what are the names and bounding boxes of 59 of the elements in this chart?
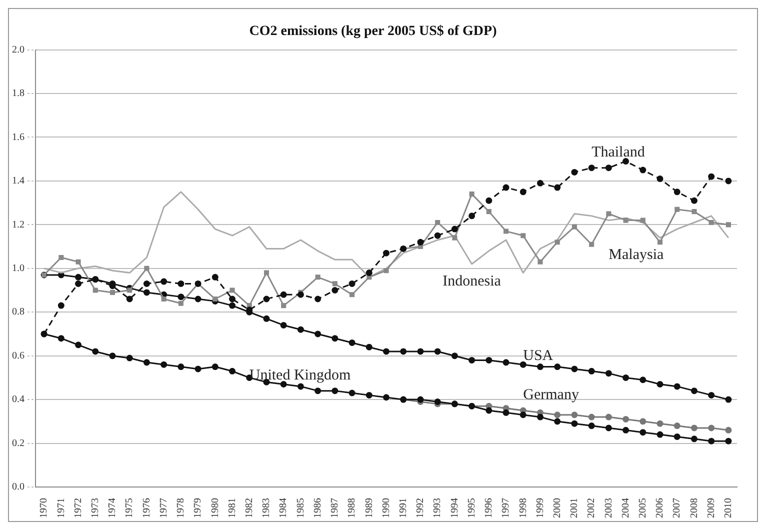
x-tick-label: 1979 (192, 498, 204, 518)
series-label: Malaysia (608, 247, 664, 264)
x-tick-label: 1996 (484, 498, 495, 518)
x-tick-label: 1985 (295, 498, 306, 518)
x-tick-label: 1970 (38, 498, 50, 518)
x-tick-label: 2006 (654, 498, 666, 518)
y-tick-label: 1.6 (12, 132, 24, 143)
y-tick-label: 0.4 (12, 394, 24, 406)
chart-title: CO2 emissions (kg per 2005 US$ of GDP) (249, 24, 498, 40)
x-tick-label: 2008 (688, 498, 700, 518)
x-tick-label: 1981 (226, 498, 238, 518)
x-tick-label: 2010 (723, 498, 734, 518)
x-tick-label: 1980 (210, 498, 221, 518)
x-tick-label: 1991 (398, 498, 409, 518)
x-tick-label: 1975 (124, 498, 136, 518)
y-tick-label: 0.8 (12, 306, 24, 318)
x-tick-label: 1976 (141, 498, 152, 518)
x-tick-label: 2009 (706, 498, 717, 518)
x-tick-label: 1997 (500, 498, 512, 518)
x-tick-label: 1978 (176, 498, 187, 518)
series-label: Indonesia (442, 273, 502, 290)
y-tick-label: 2.0 (12, 44, 24, 56)
x-tick-label: 1982 (244, 498, 255, 518)
x-tick-label: 2005 (638, 498, 649, 518)
y-tick-label: 0.0 (12, 482, 24, 493)
series-label: United Kingdom (249, 367, 351, 384)
series-label: Germany (523, 387, 580, 404)
x-tick-label: 2001 (569, 498, 580, 518)
x-tick-label: 1989 (364, 498, 375, 518)
x-tick-label: 1973 (90, 498, 102, 518)
y-tick-label: 1.2 (12, 219, 24, 230)
x-tick-label: 1974 (107, 498, 118, 518)
x-tick-label: 1983 (261, 498, 272, 518)
x-tick-label: 1994 (449, 498, 460, 518)
y-tick-label: 0.6 (12, 350, 24, 362)
x-tick-label: 1984 (278, 498, 290, 518)
x-tick-label: 1986 (312, 498, 324, 518)
x-tick-label: 1988 (346, 498, 358, 518)
x-tick-label: 1995 (466, 498, 478, 518)
y-tick-label: 0.2 (12, 438, 24, 449)
x-tick-label: 2007 (672, 498, 683, 518)
x-tick-label: 2003 (603, 498, 614, 518)
x-tick-label: 2000 (552, 498, 563, 518)
x-tick-label: 1972 (72, 498, 84, 518)
series-label: USA (523, 348, 554, 364)
y-tick-label: 1.0 (12, 263, 24, 274)
x-tick-label: 1998 (518, 498, 529, 518)
x-tick-label: 1990 (380, 498, 392, 518)
x-tick-label: 2004 (620, 498, 632, 518)
y-tick-label: 1.8 (12, 88, 24, 100)
y-tick-label: 1.4 (12, 176, 24, 187)
x-tick-label: 1993 (432, 498, 444, 518)
x-tick-label: 1971 (56, 498, 67, 518)
x-tick-label: 1992 (415, 498, 426, 518)
x-tick-label: 2002 (586, 498, 598, 518)
series-label: Thailand (592, 144, 646, 160)
x-tick-label: 1987 (330, 498, 341, 518)
x-tick-label: 1977 (158, 498, 170, 518)
x-tick-label: 1999 (534, 498, 546, 518)
